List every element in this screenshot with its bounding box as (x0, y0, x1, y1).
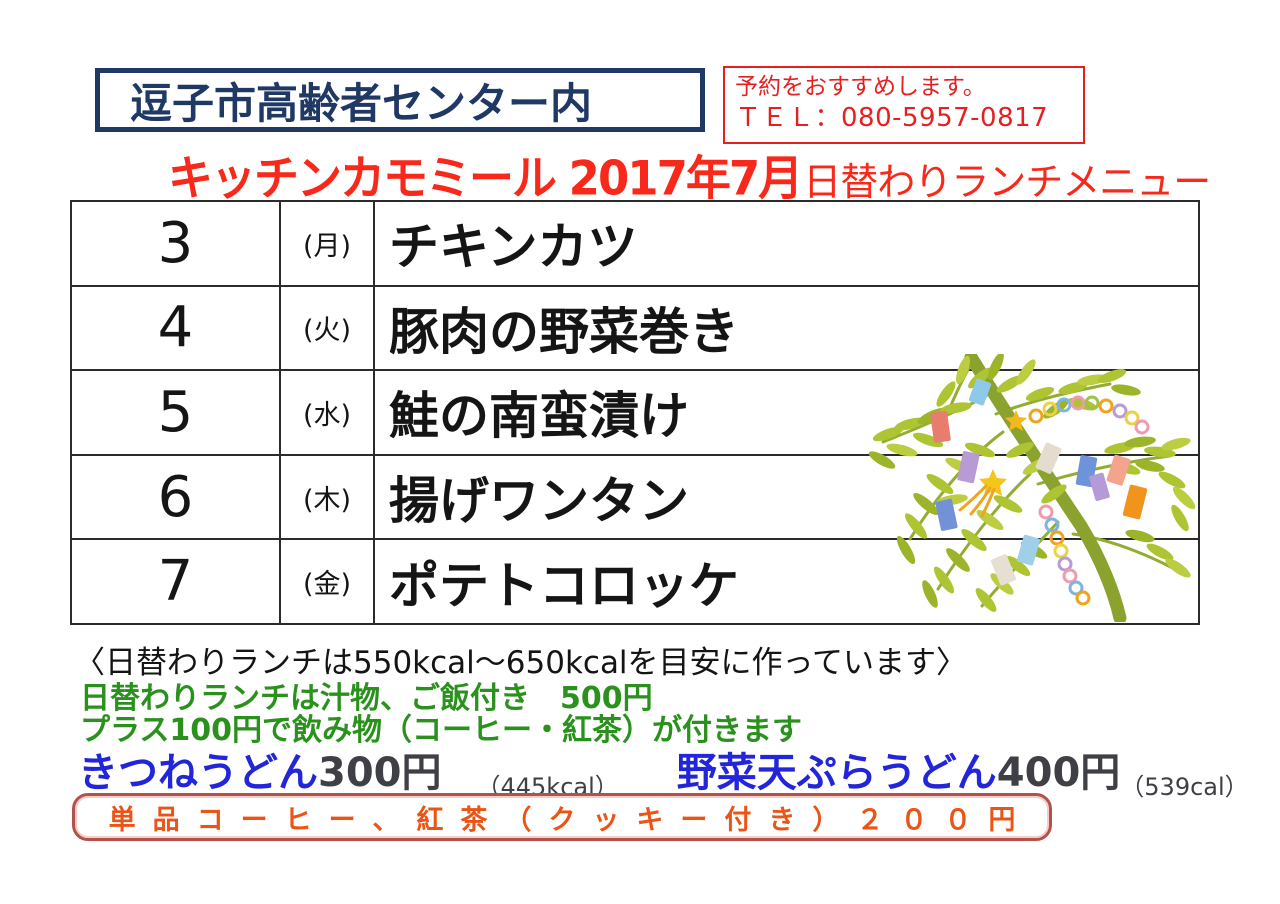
weekday-cell: (火) (279, 284, 375, 372)
reservation-box: 予約をおすすめします。 ＴＥＬ：080-5957-0817 (723, 66, 1085, 144)
weekday-cell: (木) (279, 453, 375, 541)
kitsune-udon-kcal: （445kcal） (476, 773, 619, 801)
single-item-offer-box: 単品コーヒー、紅茶（クッキー付き）２００円 (72, 793, 1052, 841)
dish-cell: 鮭の南蛮漬け (373, 369, 1200, 456)
drink-option-note: プラス100円で飲み物（コーヒー・紅茶）が付きます (80, 713, 803, 748)
dish-cell: ポテトコロッケ (373, 538, 1200, 625)
date-cell: 7 (70, 538, 281, 625)
daily-lunch-table: 3 (月) チキンカツ 4 (火) 豚肉の野菜巻き 5 (水) 鮭の南蛮漬け 6… (70, 200, 1200, 625)
title-sub: 日替わりランチメニュー (803, 160, 1211, 204)
title-main: キッチンカモミール 2017年7月 (168, 150, 803, 206)
weekday-cell: (金) (279, 538, 375, 625)
table-row: 7 (金) ポテトコロッケ (70, 538, 1200, 625)
table-row: 3 (月) チキンカツ (70, 200, 1200, 287)
tempura-udon-kcal: （539cal） (1120, 773, 1249, 801)
table-row: 6 (木) 揚げワンタン (70, 453, 1200, 541)
date-cell: 6 (70, 453, 281, 541)
date-cell: 5 (70, 369, 281, 456)
weekday-cell: (水) (279, 369, 375, 456)
location-text: 逗子市高齢者センター内 (130, 78, 593, 128)
weekday-cell: (月) (279, 200, 375, 287)
dish-cell: 揚げワンタン (373, 453, 1200, 541)
date-cell: 3 (70, 200, 281, 287)
table-row: 4 (火) 豚肉の野菜巻き (70, 284, 1200, 372)
lunch-price-note: 日替わりランチは汁物、ご飯付き 500円 (80, 681, 653, 716)
tempura-udon-price: 400円 (996, 750, 1121, 796)
date-cell: 4 (70, 284, 281, 372)
reservation-note: 予約をおすすめします。 (735, 74, 986, 100)
udon-menu-line: きつねうどん 300円 （445kcal） 野菜天ぷらうどん 400円 （539… (78, 740, 1249, 801)
kitsune-udon-price: 300円 (318, 750, 442, 796)
kitsune-udon-name: きつねうどん (78, 750, 318, 796)
page-title: キッチンカモミール 2017年7月 日替わりランチメニュー (168, 143, 1228, 206)
dish-cell: チキンカツ (373, 200, 1200, 287)
tempura-udon-name: 野菜天ぷらうどん (676, 750, 997, 796)
single-item-offer-text: 単品コーヒー、紅茶（クッキー付き）２００円 (108, 804, 1033, 836)
table-row: 5 (水) 鮭の南蛮漬け (70, 369, 1200, 456)
location-box: 逗子市高齢者センター内 (95, 68, 705, 132)
dish-cell: 豚肉の野菜巻き (373, 284, 1200, 372)
phone-number: ＴＥＬ：080-5957-0817 (735, 102, 1049, 133)
calorie-note: 〈日替わりランチは550kcal～650kcalを目安に作っています〉 (74, 645, 967, 681)
